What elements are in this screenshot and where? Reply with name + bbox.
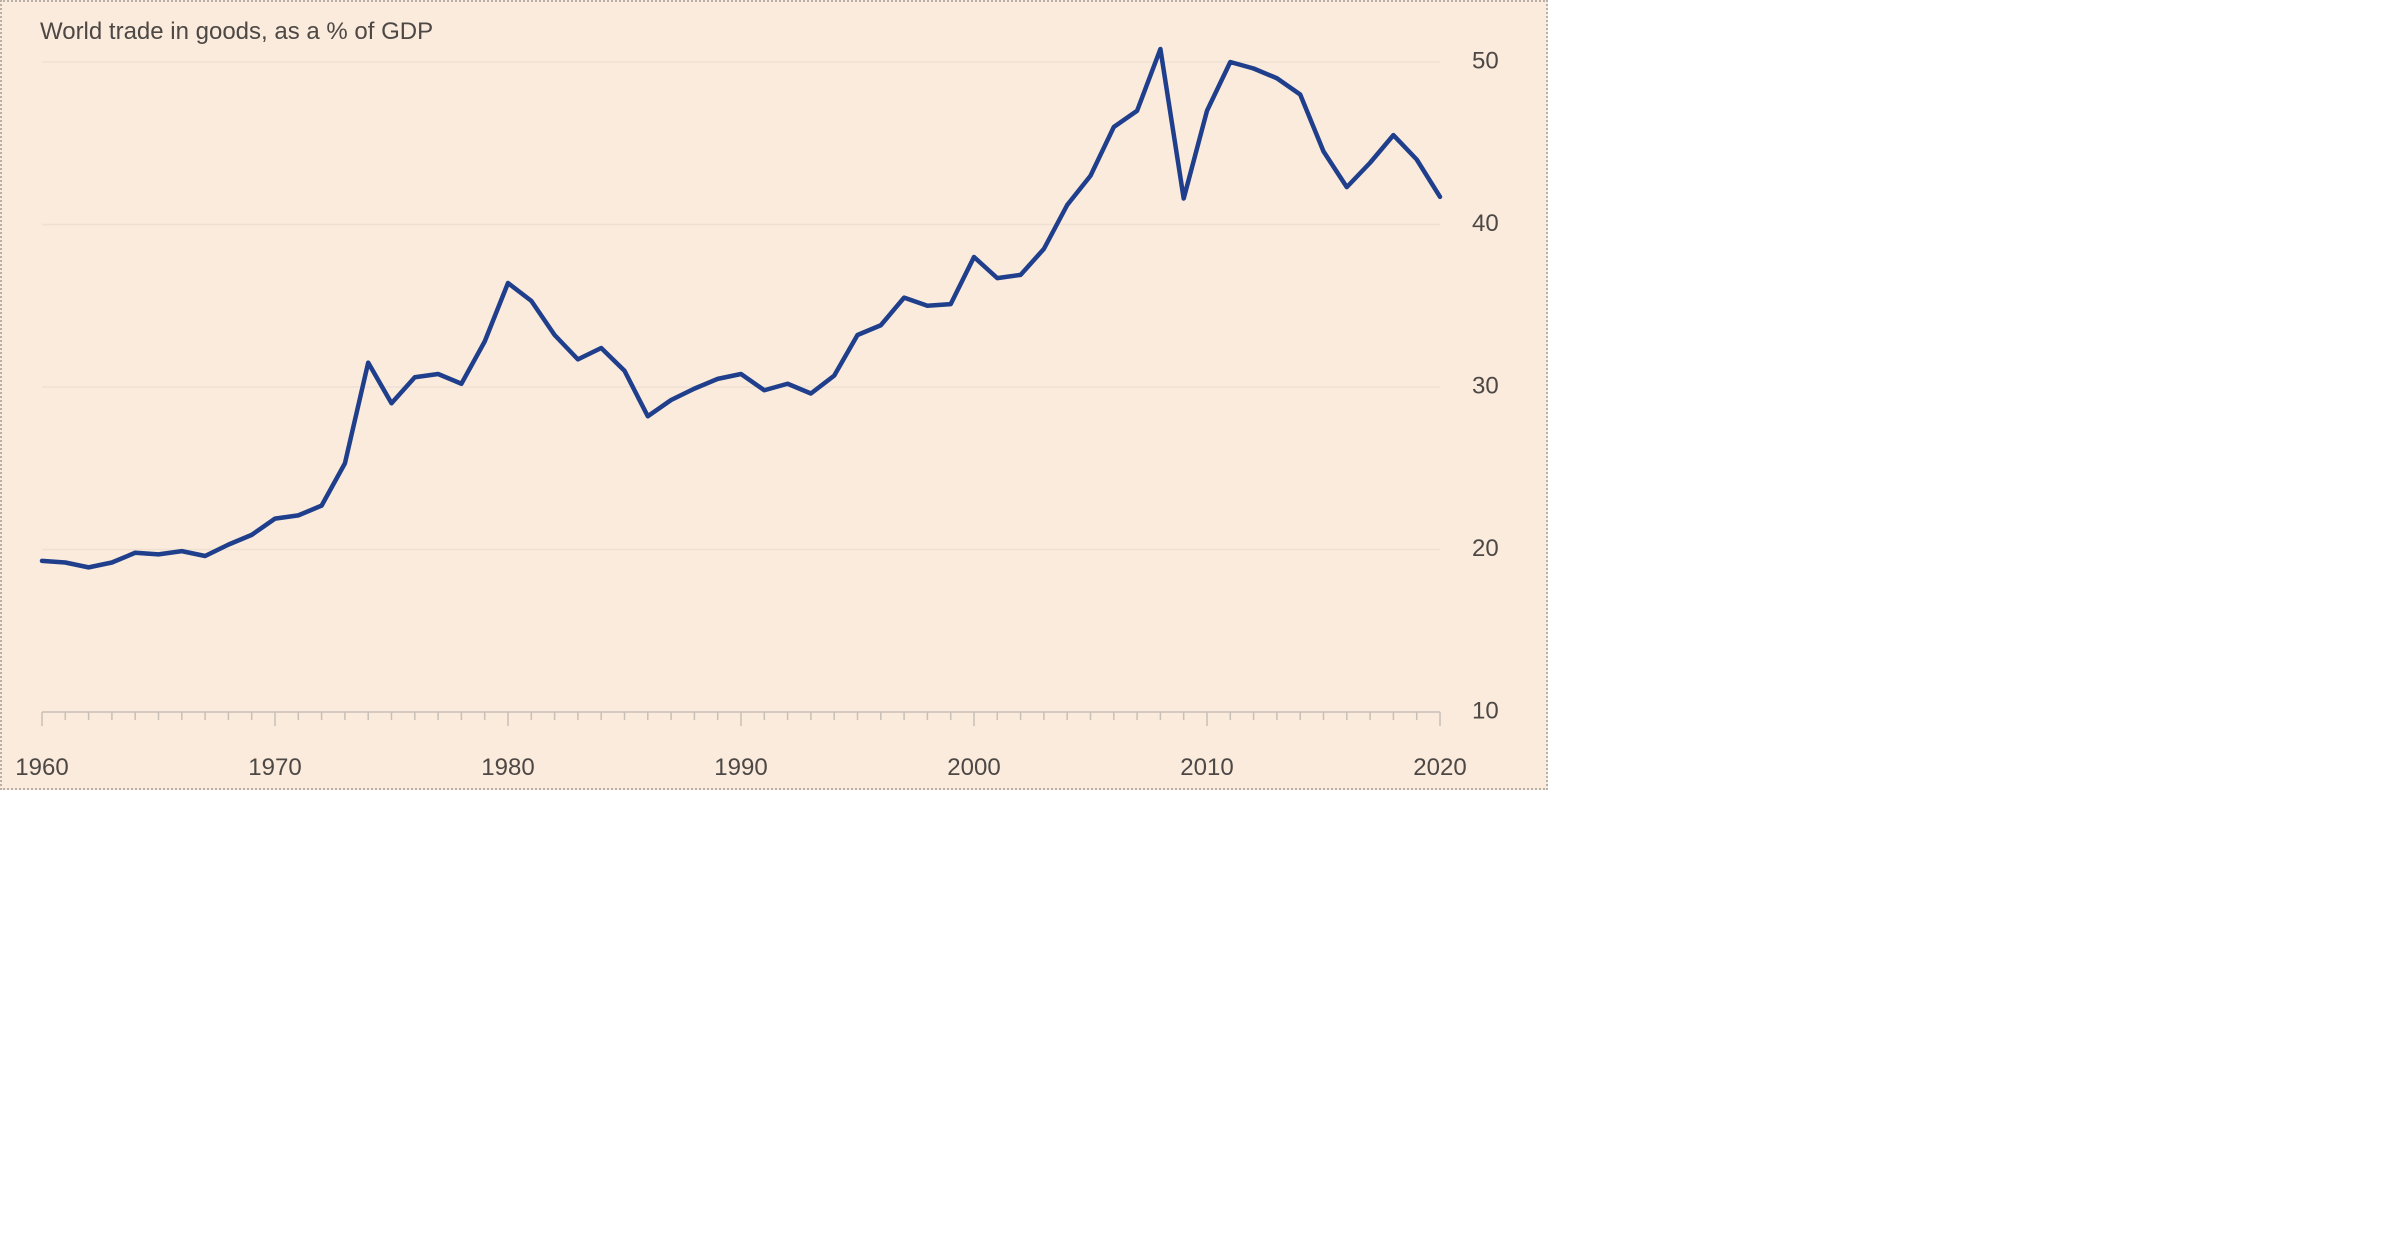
x-tick-label: 1970	[248, 754, 301, 781]
x-tick-label: 2000	[947, 754, 1000, 781]
series-line	[42, 49, 1440, 567]
x-tick-label: 2020	[1413, 754, 1466, 781]
y-tick-label: 20	[1472, 535, 1499, 562]
x-tick-label: 1960	[15, 754, 68, 781]
y-tick-label: 40	[1472, 210, 1499, 237]
chart-frame: World trade in goods, as a % of GDP 1020…	[0, 0, 1548, 790]
y-tick-label: 10	[1472, 697, 1499, 724]
x-tick-label: 1980	[481, 754, 534, 781]
y-tick-label: 30	[1472, 372, 1499, 399]
x-tick-label: 2010	[1180, 754, 1233, 781]
y-tick-label: 50	[1472, 47, 1499, 74]
chart-svg: 10 20 30 40 50 1960 1970 1980 1990 2000 2010 2020	[2, 2, 1550, 792]
x-tick-label: 1990	[714, 754, 767, 781]
